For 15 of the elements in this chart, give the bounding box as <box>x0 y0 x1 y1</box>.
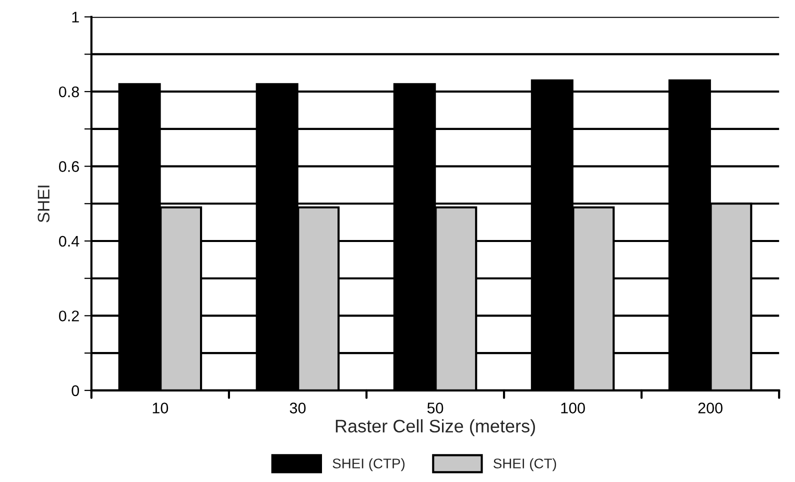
x-tick-label: 100 <box>561 402 585 414</box>
y-tick-label: 0.6 <box>58 161 79 172</box>
x-tick-label: 10 <box>152 402 168 414</box>
x-axis-title: Raster Cell Size (meters) <box>336 419 535 436</box>
y-tick-label: 1 <box>72 12 79 22</box>
x-tick-label: 200 <box>698 402 722 414</box>
y-tick-label: 0.4 <box>58 236 80 247</box>
x-tick-label: 30 <box>290 402 306 414</box>
y-tick-label: 0.8 <box>58 86 79 98</box>
y-tick-label: 0.2 <box>58 310 79 322</box>
legend-label: SHEI (CT) <box>494 458 556 472</box>
x-tick-label: 50 <box>427 402 444 414</box>
y-axis-title: SHEI <box>38 186 50 222</box>
legend-label: SHEI (CTP) <box>332 458 405 472</box>
y-tick-label: 0 <box>72 385 80 396</box>
